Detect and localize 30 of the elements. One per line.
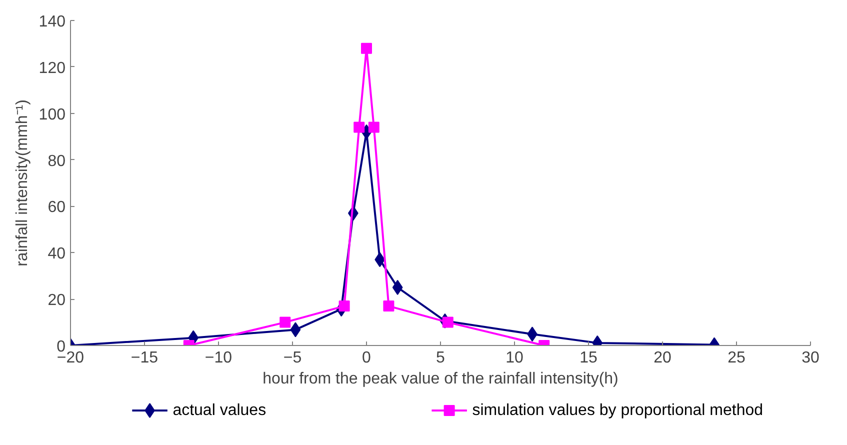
x-tick-label: 25 bbox=[728, 350, 746, 366]
y-tick-label: 140 bbox=[38, 14, 66, 30]
point bbox=[361, 42, 372, 54]
x-tick-label: 5 bbox=[436, 350, 446, 366]
point bbox=[442, 316, 454, 328]
y-tick-label: 80 bbox=[48, 152, 66, 170]
y-tick-label: 120 bbox=[38, 60, 66, 77]
y-tick-label: 20 bbox=[48, 292, 66, 310]
point bbox=[290, 322, 301, 338]
legend-label: simulation values by proportional method bbox=[472, 402, 764, 419]
x-tick-label: 20 bbox=[654, 350, 672, 366]
point bbox=[383, 300, 394, 312]
x-tick-label: −10 bbox=[204, 350, 232, 366]
y-tick-label: 60 bbox=[48, 199, 66, 216]
y-tick-label: 40 bbox=[48, 246, 66, 263]
x-tick-label: −15 bbox=[130, 350, 158, 366]
point bbox=[368, 122, 380, 133]
x-tick-label: −5 bbox=[283, 350, 302, 366]
point bbox=[392, 280, 403, 295]
x-axis-title: hour from the peak value of the rainfall intensity(h) bbox=[262, 370, 618, 388]
y-axis-title: rainfall intensity(mmh⁻¹) bbox=[14, 100, 31, 266]
point bbox=[354, 122, 365, 133]
point bbox=[280, 316, 291, 328]
x-tick-label: 15 bbox=[580, 350, 598, 366]
y-tick-label: 100 bbox=[38, 106, 66, 124]
point bbox=[338, 300, 350, 312]
x-tick-label: 30 bbox=[802, 350, 820, 366]
legend-label: actual values bbox=[172, 402, 266, 419]
x-tick-label: 10 bbox=[506, 350, 524, 366]
x-tick-label: 0 bbox=[362, 350, 372, 366]
